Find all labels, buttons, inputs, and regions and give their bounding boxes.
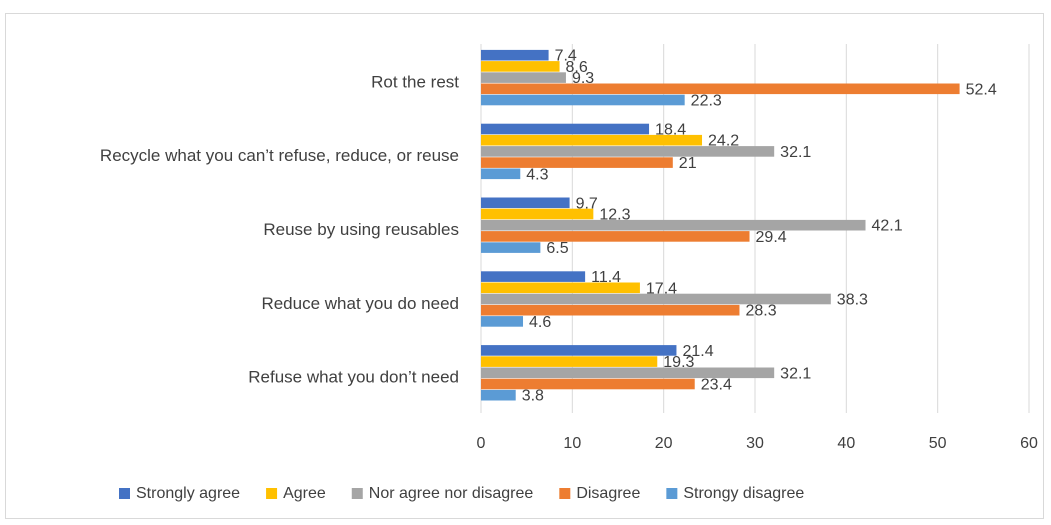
- legend-swatch: [666, 488, 678, 499]
- data-label: 17.4: [646, 280, 677, 297]
- data-label: 7.4: [555, 48, 577, 65]
- bar: [481, 345, 677, 356]
- bar: [481, 316, 524, 327]
- x-tick-label: 40: [837, 435, 855, 452]
- bar: [481, 304, 740, 316]
- bar: [481, 356, 658, 367]
- bar: [481, 389, 516, 401]
- bar: [481, 49, 549, 61]
- legend: Strongly agree Agree Nor agree nor disagre…: [119, 485, 804, 502]
- x-tick-label: 10: [563, 435, 581, 452]
- bar: [481, 157, 673, 168]
- data-label: 38.3: [837, 292, 868, 309]
- data-label: 3.8: [522, 388, 544, 405]
- data-label: 9.3: [572, 70, 594, 87]
- data-label: 21: [679, 155, 697, 172]
- legend-swatch: [351, 488, 363, 499]
- bar: [481, 293, 831, 305]
- category-labels: Rot the rest Recycle what you can’t refus…: [100, 72, 459, 386]
- x-axis-ticks: 0 10 20 30 40 50 60: [477, 435, 1038, 452]
- data-label: 12.3: [599, 207, 630, 224]
- bar: [481, 208, 594, 220]
- data-labels: 7.48.69.3 52.4 22.3 18.4 24.2 32.1 21 4.3 9.712.…: [522, 48, 997, 405]
- data-label: 32.1: [780, 144, 811, 161]
- data-label: 6.5: [546, 240, 568, 257]
- bar: [481, 219, 866, 231]
- category-label: Reuse by using reusables: [263, 220, 459, 239]
- data-label: 28.3: [745, 303, 776, 320]
- legend-swatch: [119, 488, 130, 499]
- bar: [481, 146, 775, 157]
- data-label: 29.4: [756, 229, 787, 246]
- legend-swatch: [559, 488, 571, 499]
- bar: [481, 123, 650, 135]
- data-label: 8.6: [566, 59, 588, 76]
- legend-label: Strongy disagree: [683, 485, 804, 502]
- category-label: Rot the rest: [371, 72, 459, 91]
- bar: [481, 61, 560, 72]
- x-tick-label: 30: [746, 435, 764, 452]
- data-label: 32.1: [780, 365, 811, 382]
- data-label: 22.3: [691, 93, 722, 110]
- legend-label: Disagree: [576, 485, 640, 502]
- bar: [481, 72, 566, 83]
- bar: [481, 282, 640, 294]
- bar: [481, 94, 685, 106]
- data-label: 11.4: [591, 269, 621, 286]
- bar: [481, 242, 541, 253]
- legend-label: Strongly agree: [136, 485, 240, 502]
- bar: [481, 378, 695, 390]
- bars: [481, 49, 960, 401]
- legend-swatch: [266, 488, 278, 499]
- x-tick-label: 50: [929, 435, 947, 452]
- data-label: 18.4: [655, 122, 686, 139]
- bar: [481, 271, 586, 282]
- data-label: 52.4: [966, 81, 997, 98]
- bar: [481, 197, 570, 209]
- x-tick-label: 0: [477, 435, 486, 452]
- data-label: 19.3: [663, 354, 694, 371]
- bar: [481, 168, 521, 180]
- data-label: 23.4: [701, 377, 732, 394]
- x-tick-label: 20: [655, 435, 673, 452]
- bar: [481, 231, 750, 242]
- category-label: Refuse what you don’t need: [248, 368, 459, 387]
- category-label: Recycle what you can’t refuse, reduce, o…: [100, 146, 459, 165]
- category-label: Reduce what you do need: [261, 294, 459, 313]
- legend-label: Nor agree nor disagree: [369, 485, 534, 502]
- bar: [481, 134, 703, 146]
- data-label: 42.1: [872, 218, 903, 235]
- bar: [481, 83, 960, 95]
- data-label: 21.4: [682, 343, 713, 360]
- legend-label: Agree: [283, 485, 326, 502]
- x-tick-label: 60: [1020, 435, 1038, 452]
- data-label: 24.2: [708, 133, 739, 150]
- data-label: 9.7: [576, 195, 598, 212]
- bar: [481, 367, 775, 379]
- data-label: 4.6: [529, 314, 551, 331]
- data-label: 4.3: [526, 166, 548, 183]
